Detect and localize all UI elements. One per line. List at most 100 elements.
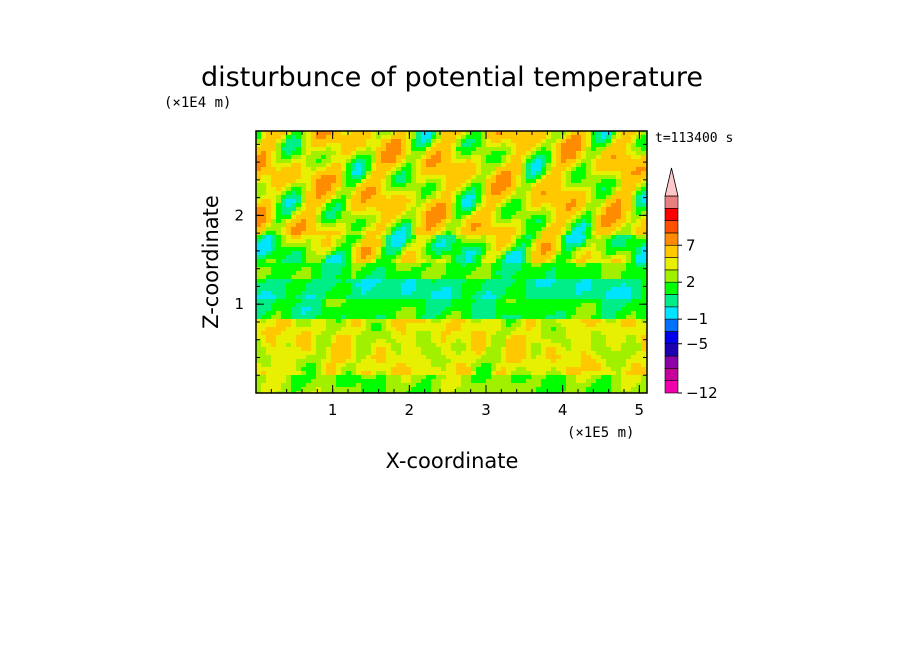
contour-cell (481, 259, 487, 264)
contour-cell (386, 159, 392, 164)
contour-cell (386, 207, 392, 212)
contour-cell (441, 351, 447, 356)
contour-cell (371, 315, 377, 320)
contour-cell (366, 295, 372, 300)
contour-cell (566, 135, 572, 140)
contour-cell (401, 311, 407, 316)
contour-cell (616, 215, 622, 220)
contour-cell (401, 159, 407, 164)
contour-cell (336, 231, 342, 236)
contour-cell (436, 211, 442, 216)
contour-cell (561, 299, 567, 304)
contour-cell (266, 167, 272, 172)
contour-cell (411, 295, 417, 300)
contour-cell (386, 215, 392, 220)
contour-cell (631, 143, 637, 148)
contour-cell (486, 287, 492, 292)
contour-cell (571, 223, 577, 228)
contour-cell (601, 311, 607, 316)
contour-cell (271, 151, 277, 156)
contour-cell (456, 359, 462, 364)
contour-cell (406, 135, 412, 140)
contour-cell (266, 219, 272, 224)
contour-cell (486, 299, 492, 304)
contour-cell (601, 323, 607, 328)
contour-cell (616, 179, 622, 184)
contour-cell (326, 135, 332, 140)
contour-cell (531, 219, 537, 224)
contour-cell (426, 159, 432, 164)
contour-cell (636, 175, 642, 180)
contour-cell (291, 323, 297, 328)
contour-cell (421, 195, 427, 200)
contour-cell (426, 367, 432, 372)
contour-cell (576, 179, 582, 184)
contour-cell (416, 235, 422, 240)
contour-cell (456, 307, 462, 312)
contour-cell (346, 239, 352, 244)
contour-cell (361, 315, 367, 320)
contour-cell (276, 379, 282, 384)
contour-cell (256, 211, 262, 216)
contour-cell (261, 315, 267, 320)
contour-cell (556, 159, 562, 164)
contour-cell (476, 235, 482, 240)
contour-cell (371, 307, 377, 312)
contour-cell (266, 187, 272, 192)
contour-cell (261, 151, 267, 156)
contour-cell (571, 335, 577, 340)
contour-cell (261, 359, 267, 364)
contour-cell (606, 375, 612, 380)
contour-cell (356, 291, 362, 296)
contour-cell (536, 195, 542, 200)
contour-cell (336, 283, 342, 288)
contour-cell (616, 223, 622, 228)
contour-cell (641, 367, 647, 372)
contour-cell (361, 187, 367, 192)
contour-cell (451, 239, 457, 244)
contour-cell (406, 219, 412, 224)
contour-cell (356, 155, 362, 160)
contour-cell (636, 279, 642, 284)
contour-cell (431, 219, 437, 224)
contour-cell (496, 147, 502, 152)
contour-cell (436, 155, 442, 160)
contour-cell (521, 287, 527, 292)
contour-cell (586, 347, 592, 352)
contour-cell (301, 327, 307, 332)
contour-cell (606, 267, 612, 272)
contour-cell (276, 319, 282, 324)
contour-cell (321, 279, 327, 284)
contour-cell (416, 167, 422, 172)
contour-cell (296, 187, 302, 192)
contour-cell (391, 307, 397, 312)
contour-cell (481, 311, 487, 316)
contour-cell (256, 379, 262, 384)
contour-cell (441, 295, 447, 300)
contour-cell (376, 223, 382, 228)
contour-cell (496, 315, 502, 320)
contour-cell (336, 351, 342, 356)
contour-cell (401, 319, 407, 324)
contour-cell (361, 295, 367, 300)
contour-cell (581, 195, 587, 200)
contour-cell (261, 215, 267, 220)
contour-cell (506, 183, 512, 188)
contour-cell (376, 319, 382, 324)
contour-cell (321, 143, 327, 148)
contour-cell (376, 187, 382, 192)
contour-cell (611, 251, 617, 256)
contour-cell (596, 171, 602, 176)
contour-cell (291, 187, 297, 192)
contour-cell (526, 311, 532, 316)
contour-cell (606, 271, 612, 276)
contour-cell (396, 183, 402, 188)
contour-cell (376, 167, 382, 172)
contour-cell (596, 151, 602, 156)
contour-cell (336, 183, 342, 188)
contour-cell (626, 215, 632, 220)
contour-cell (386, 135, 392, 140)
contour-cell (506, 307, 512, 312)
contour-cell (621, 331, 627, 336)
contour-cell (611, 143, 617, 148)
